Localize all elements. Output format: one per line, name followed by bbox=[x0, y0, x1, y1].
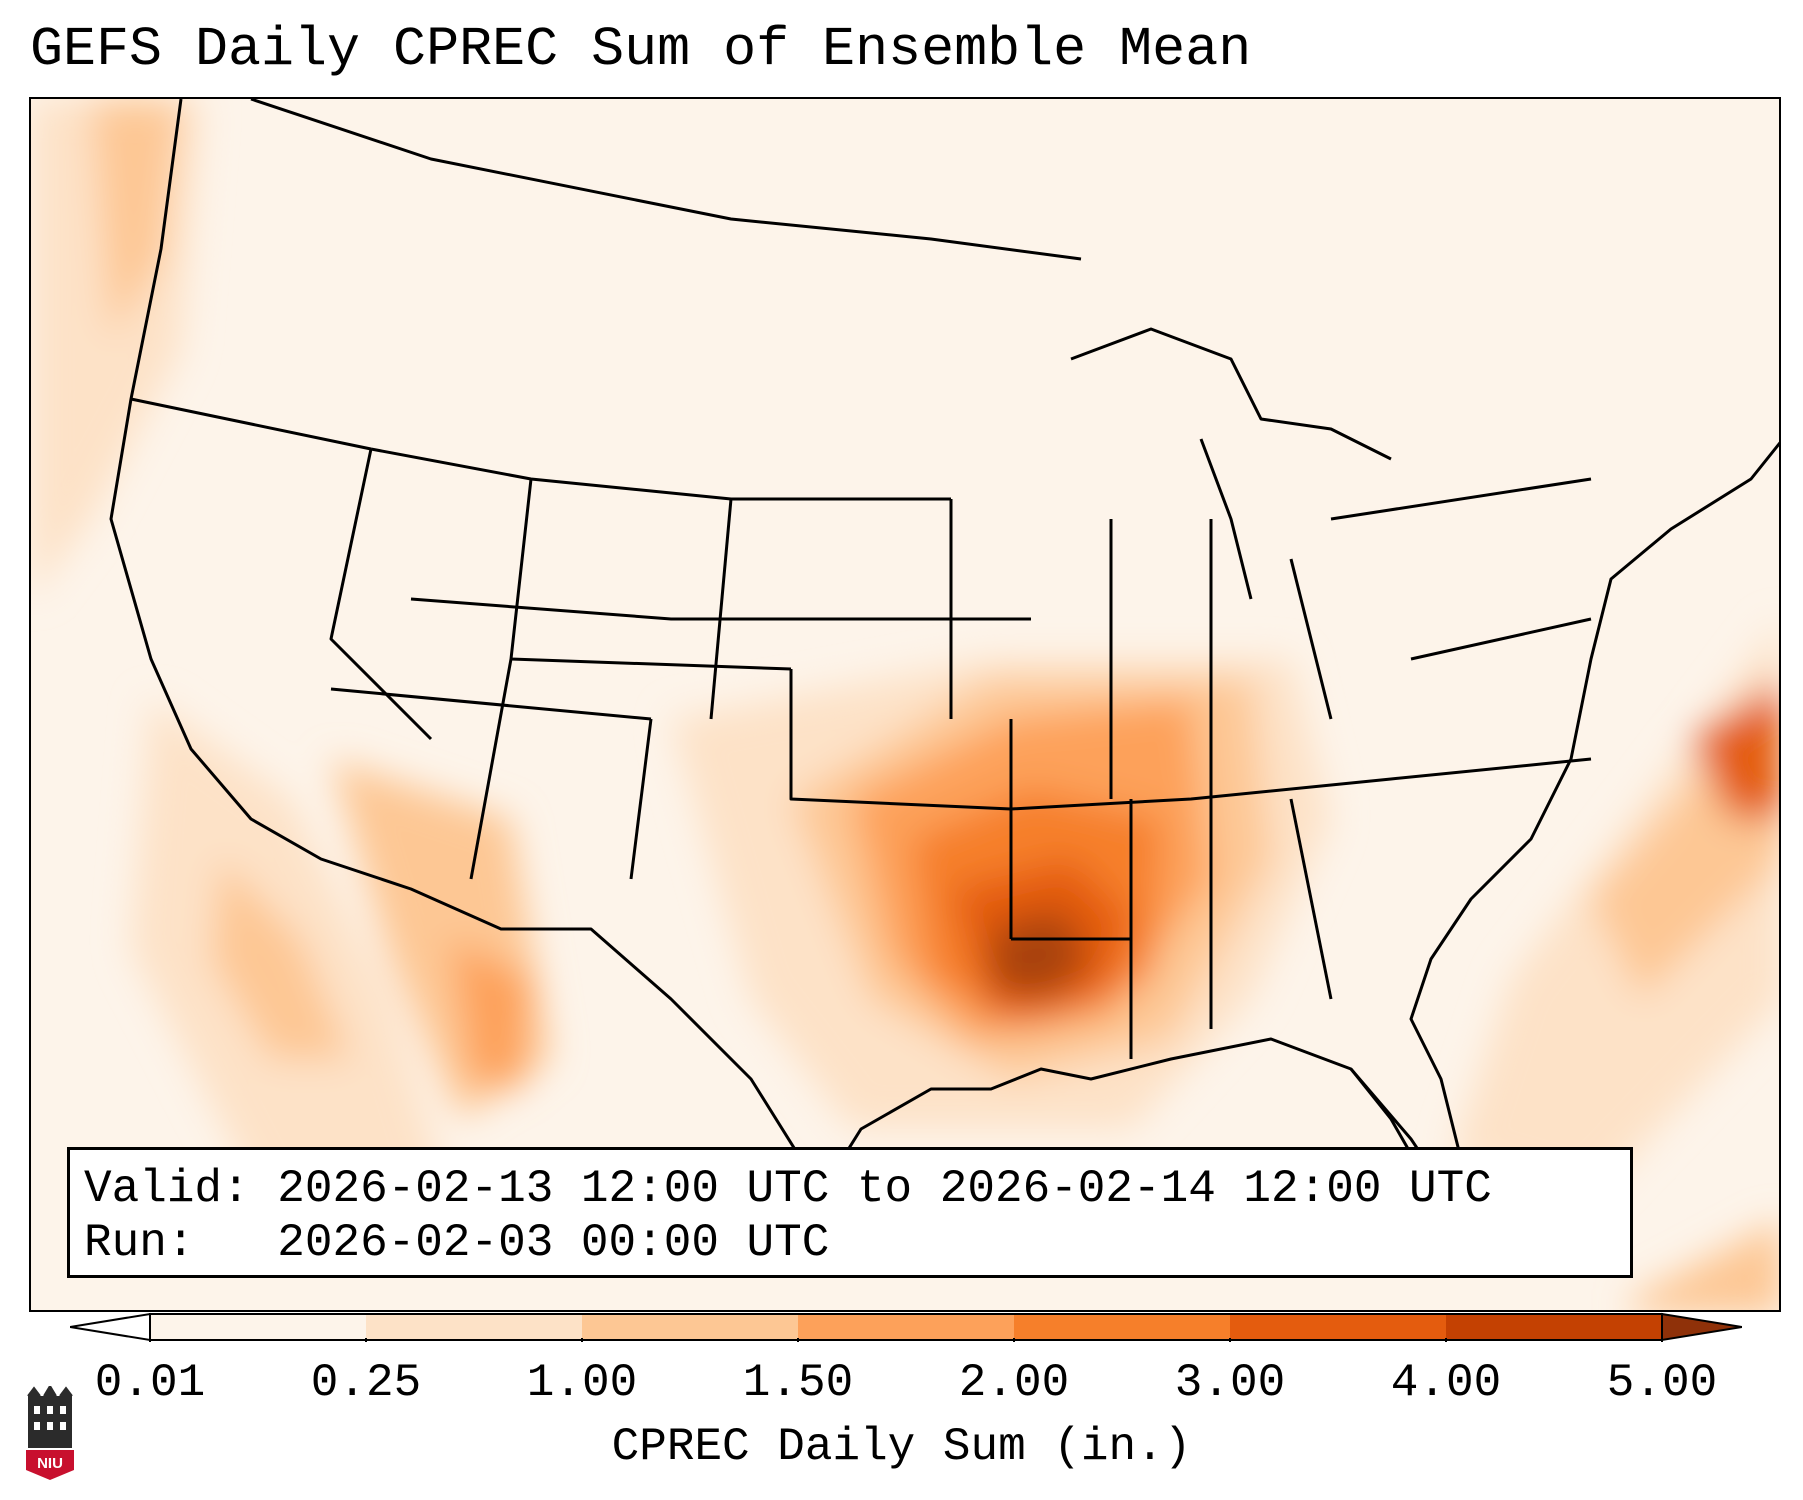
colorbar-segment bbox=[582, 1314, 799, 1340]
colorbar bbox=[70, 1312, 1742, 1342]
colorbar-tick-label: 0.25 bbox=[310, 1357, 422, 1409]
baja-precip-mid bbox=[211, 859, 351, 1059]
us-canada-border bbox=[250, 99, 1082, 261]
map-title: GEFS Daily CPREC Sum of Ensemble Mean bbox=[30, 18, 1252, 81]
colorbar-tick-label: 1.50 bbox=[742, 1357, 854, 1409]
colorbar-segment bbox=[798, 1314, 1015, 1340]
pacific-nw-precip-core bbox=[91, 99, 181, 339]
colorbar-extend-high bbox=[1661, 1312, 1742, 1342]
precip-shading bbox=[31, 99, 1779, 1310]
precipitation-map bbox=[29, 97, 1781, 1312]
colorbar-label: CPREC Daily Sum (in.) bbox=[611, 1421, 1192, 1473]
colorbar-segment bbox=[1014, 1314, 1231, 1340]
logo-shield-icon bbox=[26, 1450, 74, 1480]
valid-time-range: 2026-02-13 12:00 UTC to 2026-02-14 12:00… bbox=[277, 1163, 1492, 1215]
colorbar-segment bbox=[366, 1314, 583, 1340]
colorbar-tick-label: 4.00 bbox=[1390, 1357, 1502, 1409]
colorbar-tick-label: 0.01 bbox=[94, 1357, 206, 1409]
run-label: Run: bbox=[84, 1217, 195, 1269]
colorbar-extend-low bbox=[70, 1312, 151, 1342]
map-canvas bbox=[31, 99, 1779, 1310]
mexico-sw-core bbox=[451, 939, 531, 1089]
geographic-boundaries bbox=[109, 99, 1779, 1231]
valid-label: Valid: bbox=[84, 1163, 250, 1215]
colorbar-segment bbox=[1446, 1314, 1663, 1340]
atlantic-precip-core bbox=[1691, 681, 1779, 819]
colorbar-segment bbox=[150, 1314, 367, 1340]
niu-logo: NIU bbox=[26, 1386, 74, 1480]
colorbar-outline bbox=[149, 1313, 1663, 1341]
colorbar-tick-label: 2.00 bbox=[958, 1357, 1070, 1409]
central-us-precip-max bbox=[991, 909, 1091, 999]
colorbar-tick-label: 3.00 bbox=[1174, 1357, 1286, 1409]
validity-info-box: Valid: 2026-02-13 12:00 UTC to 2026-02-1… bbox=[67, 1147, 1633, 1278]
caribbean-precip bbox=[1631, 1221, 1779, 1310]
colorbar-tick-label: 1.00 bbox=[526, 1357, 638, 1409]
colorbar-tick-label: 5.00 bbox=[1606, 1357, 1718, 1409]
coastline bbox=[109, 99, 1779, 1211]
run-time: 2026-02-03 00:00 UTC bbox=[277, 1217, 830, 1269]
logo-text: NIU bbox=[37, 1455, 63, 1472]
colorbar-segment bbox=[1230, 1314, 1447, 1340]
great-lakes-shore bbox=[1070, 327, 1392, 461]
